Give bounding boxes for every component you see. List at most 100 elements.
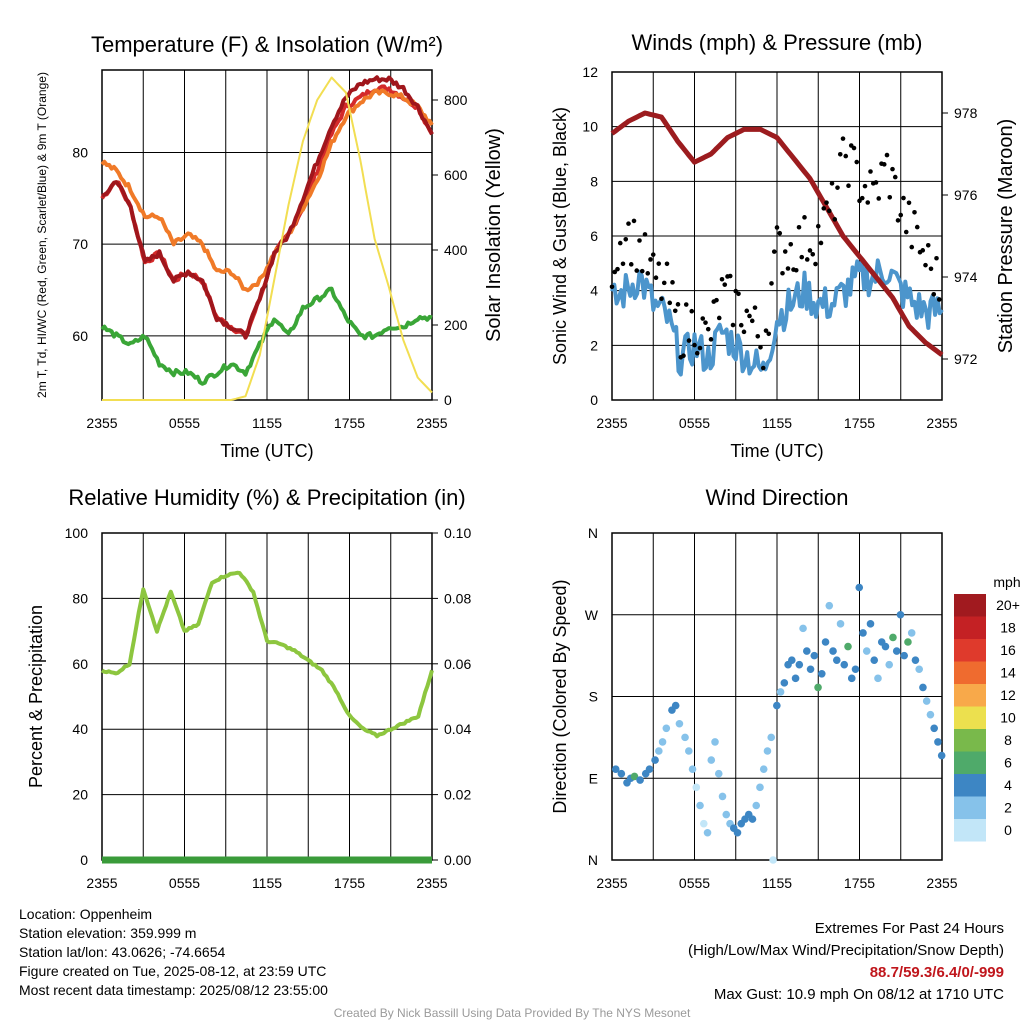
direction-point	[934, 738, 942, 746]
x-tick-label: 1755	[844, 415, 875, 431]
gust-point	[793, 267, 799, 273]
direction-point	[748, 815, 757, 823]
gust-point	[659, 296, 664, 302]
wind-direction-panel: Wind Direction 2355 0555 1155 1755 2355 N E S W N D…	[550, 485, 958, 891]
direction-point	[769, 856, 777, 864]
gust-point	[777, 230, 783, 236]
y2-tick-label: 600	[444, 167, 468, 183]
direction-point	[773, 701, 781, 710]
gust-point	[923, 262, 928, 268]
series-line-9m-t	[100, 88, 434, 293]
y-tick-label: 2	[590, 337, 598, 353]
gust-point	[928, 266, 934, 272]
y-tick-label: 20	[72, 787, 88, 803]
gust-point	[903, 229, 909, 235]
gust-point	[846, 183, 851, 189]
gust-point	[788, 241, 794, 247]
legend-label: 2	[1004, 800, 1012, 816]
gust-point	[760, 365, 766, 371]
direction-point	[788, 656, 796, 664]
gust-point	[615, 266, 620, 272]
y-tick-label: 60	[72, 328, 88, 344]
direction-point	[636, 776, 644, 784]
direction-point	[919, 683, 927, 692]
x-tick-label: 1755	[334, 415, 365, 431]
direction-point	[759, 765, 768, 773]
gust-point	[749, 318, 755, 324]
gust-point	[881, 162, 887, 167]
y-tick-label: 80	[72, 145, 88, 161]
legend-swatch	[954, 661, 986, 684]
direction-point	[851, 665, 860, 674]
recent-text: Most recent data timestamp: 2025/08/12 2…	[19, 982, 328, 998]
plot-frame	[611, 532, 943, 861]
gust-point	[835, 185, 840, 190]
direction-point	[718, 792, 727, 801]
direction-point	[645, 765, 654, 773]
gust-point	[859, 195, 865, 201]
direction-point	[662, 724, 671, 733]
legend-label: 14	[1000, 665, 1016, 681]
legend-label: 8	[1004, 732, 1012, 748]
y-tick-label: 8	[590, 173, 598, 189]
direction-point	[699, 819, 708, 828]
x-tick-label: 2355	[416, 415, 447, 431]
direction-point	[911, 656, 920, 664]
gust-point	[936, 297, 942, 302]
direction-point	[930, 724, 938, 733]
y-axis-label: Direction (Colored By Speed)	[550, 579, 570, 813]
gust-point	[697, 345, 703, 351]
extremes-box: Extremes For Past 24 Hours (High/Low/Max…	[688, 918, 1004, 1006]
gust-point	[700, 316, 706, 321]
gust-point	[890, 166, 895, 172]
legend-label: 0	[1004, 822, 1012, 838]
y-axis-label: Percent & Precipitation	[26, 605, 46, 788]
y-tick-label: 12	[582, 64, 598, 80]
gust-point	[766, 331, 772, 337]
gust-point	[628, 262, 634, 267]
direction-point	[711, 738, 719, 746]
y2-tick-label: 0.00	[444, 852, 471, 868]
x-tick-label: 2355	[86, 415, 117, 431]
y2-tick-label: 0.02	[444, 787, 471, 803]
max-gust-text: Max Gust: 10.9 mph On 08/12 at 1710 UTC	[713, 986, 1004, 1003]
gust-point	[620, 261, 626, 267]
direction-point	[803, 647, 811, 655]
direction-point	[814, 683, 822, 692]
direction-point	[825, 601, 834, 610]
gust-point	[851, 145, 857, 151]
gust-point	[727, 273, 733, 279]
direction-point	[926, 710, 935, 719]
gust-point	[675, 302, 681, 307]
direction-point	[904, 638, 912, 646]
direction-point	[767, 733, 776, 742]
direction-point	[681, 733, 689, 742]
gust-point	[736, 291, 741, 297]
gust-point	[799, 254, 805, 260]
gust-point	[887, 194, 893, 200]
plot-frame	[611, 71, 943, 401]
gust-point	[920, 248, 926, 253]
y2-axis-label: Solar Insolation (Yellow)	[483, 128, 505, 342]
gust-point	[741, 329, 747, 335]
x-tick-label: 2355	[416, 875, 447, 891]
direction-point	[688, 765, 697, 773]
gust-point	[884, 152, 890, 158]
x-tick-label: 1755	[334, 875, 365, 891]
y-tick-label: 6	[590, 228, 598, 244]
gust-point	[837, 151, 843, 157]
direction-point	[696, 801, 704, 810]
gust-point	[824, 200, 829, 205]
direction-point	[675, 719, 684, 728]
direction-point	[881, 642, 890, 651]
direction-point	[874, 674, 882, 683]
gust-point	[804, 257, 810, 262]
gust-point	[645, 271, 651, 276]
gust-point	[639, 268, 645, 274]
gust-point	[664, 261, 670, 267]
gust-point	[667, 300, 673, 306]
y-tick-label: W	[585, 607, 599, 623]
gust-point	[763, 328, 769, 333]
created-text: Figure created on Tue, 2025-08-12, at 23…	[19, 963, 327, 979]
